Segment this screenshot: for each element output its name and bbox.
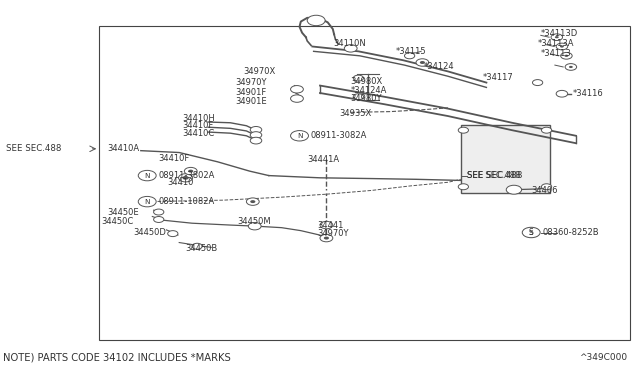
Bar	[99, 26, 630, 340]
Text: *34124: *34124	[424, 62, 454, 71]
Text: 34410F: 34410F	[182, 121, 214, 130]
Circle shape	[250, 200, 255, 203]
Circle shape	[291, 86, 303, 93]
Circle shape	[404, 53, 415, 59]
Text: 34970X: 34970X	[243, 67, 275, 76]
Circle shape	[541, 184, 552, 190]
Circle shape	[307, 15, 325, 26]
Text: 08911-3082A: 08911-3082A	[310, 131, 367, 140]
Text: *34117: *34117	[483, 73, 514, 82]
Text: N: N	[145, 199, 150, 205]
Text: 34450D: 34450D	[133, 228, 166, 237]
Text: 34441: 34441	[317, 221, 343, 230]
Circle shape	[188, 170, 193, 173]
Text: 34406: 34406	[531, 186, 557, 195]
Text: N: N	[297, 133, 302, 139]
Text: 34980X: 34980X	[351, 77, 383, 86]
Text: 08360-8252B: 08360-8252B	[543, 228, 599, 237]
Circle shape	[555, 36, 559, 38]
Circle shape	[246, 198, 259, 205]
Circle shape	[564, 55, 568, 57]
Text: *34115: *34115	[396, 47, 426, 56]
Text: *34116: *34116	[573, 89, 604, 98]
Circle shape	[556, 90, 568, 97]
Text: 34410A: 34410A	[108, 144, 140, 153]
Text: SEE SEC.488: SEE SEC.488	[467, 171, 523, 180]
Text: 34410H: 34410H	[182, 114, 215, 123]
Circle shape	[154, 217, 164, 222]
Text: ^349C000: ^349C000	[579, 353, 627, 362]
Text: 34410: 34410	[168, 178, 194, 187]
Circle shape	[561, 52, 572, 59]
Text: 34450B: 34450B	[186, 244, 218, 253]
Circle shape	[565, 64, 577, 70]
Circle shape	[182, 176, 189, 180]
Circle shape	[560, 45, 564, 48]
Text: NOTE) PARTS CODE 34102 INCLUDES *MARKS: NOTE) PARTS CODE 34102 INCLUDES *MARKS	[3, 353, 231, 363]
Circle shape	[569, 66, 573, 68]
Text: 34450M: 34450M	[237, 217, 271, 226]
Text: SEE SEC.488: SEE SEC.488	[467, 171, 520, 180]
Circle shape	[184, 167, 197, 175]
Circle shape	[250, 126, 262, 133]
Text: 34110N: 34110N	[333, 39, 365, 48]
Circle shape	[154, 209, 164, 215]
Circle shape	[506, 185, 522, 194]
Circle shape	[138, 196, 156, 207]
Text: *34113D: *34113D	[541, 29, 578, 38]
Text: 34970Y: 34970Y	[317, 229, 348, 238]
Circle shape	[523, 228, 540, 237]
Circle shape	[551, 34, 563, 41]
Circle shape	[248, 222, 261, 230]
Circle shape	[532, 80, 543, 86]
Text: 34935X: 34935X	[339, 109, 371, 118]
Circle shape	[344, 45, 357, 52]
Circle shape	[320, 221, 333, 229]
Text: SEE SEC.488: SEE SEC.488	[6, 144, 62, 153]
Text: 34441A: 34441A	[307, 155, 339, 164]
Text: 08911-3802A: 08911-3802A	[159, 171, 215, 180]
Circle shape	[192, 243, 202, 249]
Circle shape	[250, 137, 262, 144]
Circle shape	[291, 131, 308, 141]
Circle shape	[556, 43, 568, 50]
Text: 34450E: 34450E	[108, 208, 139, 217]
Circle shape	[420, 61, 425, 64]
Text: *34113A: *34113A	[538, 39, 574, 48]
Circle shape	[458, 184, 468, 190]
Circle shape	[522, 227, 540, 238]
Circle shape	[179, 174, 193, 182]
Circle shape	[353, 75, 364, 81]
Text: 34970Y: 34970Y	[236, 78, 267, 87]
Text: 34450C: 34450C	[101, 217, 133, 226]
Text: 34980Y: 34980Y	[351, 94, 382, 103]
Text: 08911-1082A: 08911-1082A	[159, 197, 215, 206]
Text: N: N	[145, 173, 150, 179]
Text: 34901E: 34901E	[236, 97, 267, 106]
Text: 34410C: 34410C	[182, 129, 214, 138]
Circle shape	[416, 59, 429, 66]
Text: *34124A: *34124A	[351, 86, 387, 94]
Circle shape	[324, 237, 329, 240]
Text: *34113: *34113	[541, 49, 572, 58]
Circle shape	[138, 170, 156, 181]
Circle shape	[250, 132, 262, 138]
Circle shape	[320, 234, 333, 242]
Bar	[461, 125, 550, 193]
Circle shape	[291, 95, 303, 102]
Circle shape	[458, 127, 468, 133]
Text: S: S	[529, 228, 534, 237]
Text: 34410F: 34410F	[159, 154, 190, 163]
Text: 34901F: 34901F	[236, 88, 267, 97]
Text: S: S	[529, 230, 534, 235]
Circle shape	[353, 94, 364, 100]
Circle shape	[168, 231, 178, 237]
Circle shape	[541, 127, 552, 133]
